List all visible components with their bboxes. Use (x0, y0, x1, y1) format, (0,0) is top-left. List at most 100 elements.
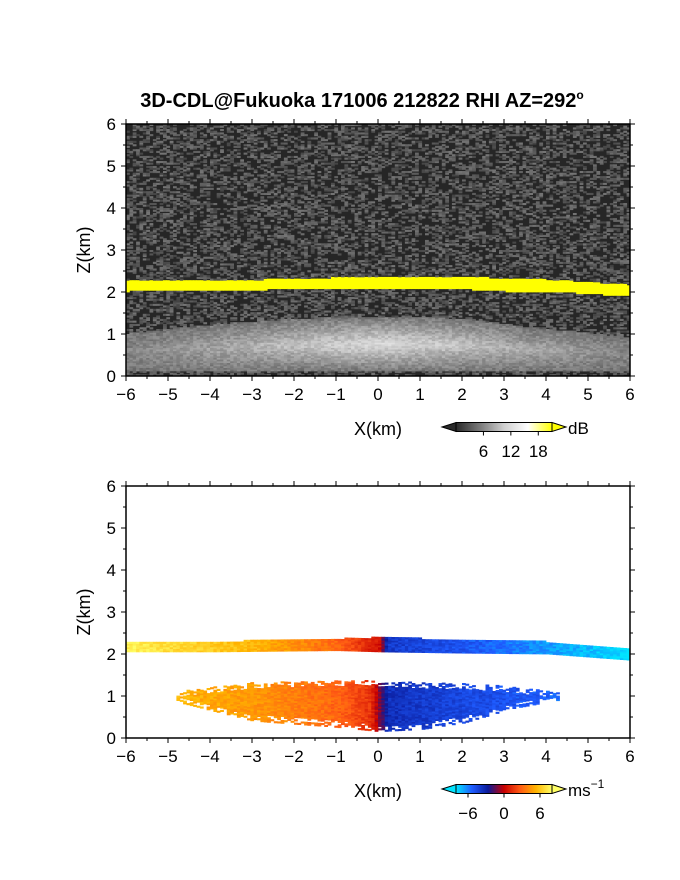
heatmap-cell (230, 187, 234, 190)
heatmap-cell (287, 189, 292, 192)
heatmap-cell (139, 270, 144, 273)
heatmap-cell (280, 372, 285, 375)
heatmap-cell (297, 278, 302, 281)
heatmap-cell (126, 290, 130, 293)
heatmap-cell (236, 325, 241, 328)
heatmap-cell (304, 196, 308, 199)
heatmap-cell (173, 171, 177, 174)
heatmap-cell (297, 243, 302, 246)
heatmap-cell (216, 355, 221, 358)
heatmap-cell (307, 239, 312, 242)
heatmap-cell (199, 280, 204, 283)
heatmap-cell (156, 288, 160, 291)
heatmap-cell (199, 302, 204, 305)
heatmap-cell (149, 310, 154, 313)
heatmap-cell (166, 357, 171, 360)
heatmap-cell (186, 182, 191, 185)
heatmap-cell (152, 209, 157, 212)
heatmap-cell (163, 365, 167, 368)
heatmap-cell (132, 350, 137, 353)
heatmap-cell (173, 288, 177, 291)
heatmap-cell (176, 271, 181, 274)
heatmap-cell (142, 320, 147, 323)
heatmap-cell (136, 226, 140, 229)
heatmap-cell (216, 332, 221, 335)
heatmap-cell (294, 281, 298, 284)
heatmap-cell (206, 288, 211, 291)
heatmap-cell (203, 234, 208, 237)
heatmap-cell (290, 228, 295, 231)
heatmap-cell (146, 132, 150, 135)
heatmap-cell (283, 292, 288, 295)
heatmap-cell (173, 283, 177, 286)
heatmap-cell (183, 335, 187, 338)
heatmap-cell (159, 214, 164, 217)
heatmap-cell (199, 337, 204, 340)
heatmap-cell (270, 234, 275, 237)
heatmap-cell (139, 228, 144, 231)
heatmap-cell (173, 191, 177, 194)
heatmap-cell (277, 129, 281, 132)
heatmap-cell (304, 181, 308, 184)
heatmap-cell (216, 219, 221, 222)
heatmap-cell (213, 137, 218, 140)
heatmap-cell (159, 161, 164, 164)
heatmap-cell (142, 329, 147, 332)
heatmap-cell (189, 337, 194, 340)
heatmap-cell (270, 339, 275, 342)
heatmap-cell (300, 177, 305, 180)
heatmap-cell (189, 229, 194, 232)
heatmap-cell (213, 292, 218, 295)
heatmap-cell (203, 261, 208, 264)
heatmap-cell (307, 204, 312, 207)
heatmap-cell (166, 365, 171, 368)
heatmap-cell (139, 276, 144, 279)
heatmap-cell (183, 369, 187, 372)
heatmap-cell (203, 135, 208, 138)
heatmap-cell (186, 357, 191, 360)
heatmap-cell (210, 134, 214, 137)
heatmap-cell (149, 323, 154, 326)
heatmap-cell (253, 325, 258, 328)
heatmap-cell (146, 187, 150, 190)
heatmap-cell (176, 315, 181, 318)
heatmap-cell (189, 288, 194, 291)
heatmap-cell (226, 345, 231, 348)
heatmap-cell (236, 345, 241, 348)
heatmap-cell (277, 255, 281, 258)
heatmap-cell (270, 241, 275, 244)
heatmap-cell (146, 313, 150, 316)
heatmap-cell (273, 281, 278, 284)
heatmap-cell (216, 181, 221, 184)
heatmap-cell (146, 287, 150, 290)
heatmap-cell (186, 243, 191, 246)
heatmap-cell (280, 287, 285, 290)
heatmap-cell (193, 243, 197, 246)
heatmap-cell (304, 297, 308, 300)
heatmap-cell (179, 181, 184, 184)
heatmap-cell (304, 191, 308, 194)
heatmap-cell (132, 181, 137, 184)
heatmap-cell (139, 355, 144, 358)
heatmap-cell (304, 305, 308, 308)
heatmap-cell (129, 152, 134, 155)
heatmap-cell (186, 344, 191, 347)
heatmap-cell (220, 248, 224, 251)
heatmap-cell (126, 352, 130, 355)
heatmap-cell (139, 208, 144, 211)
heatmap-cell (233, 229, 238, 232)
heatmap-cell (163, 335, 167, 338)
heatmap-cell (136, 224, 140, 227)
heatmap-cell (216, 360, 221, 363)
heatmap-cell (186, 135, 191, 138)
heatmap-cell (132, 349, 137, 352)
heatmap-cell (236, 285, 241, 288)
heatmap-cell (226, 239, 231, 242)
heatmap-cell (314, 145, 318, 148)
heatmap-cell (240, 349, 244, 352)
heatmap-cell (189, 187, 194, 190)
heatmap-cell (156, 179, 160, 182)
heatmap-cell (126, 367, 130, 370)
heatmap-cell (159, 271, 164, 274)
heatmap-cell (220, 255, 224, 258)
